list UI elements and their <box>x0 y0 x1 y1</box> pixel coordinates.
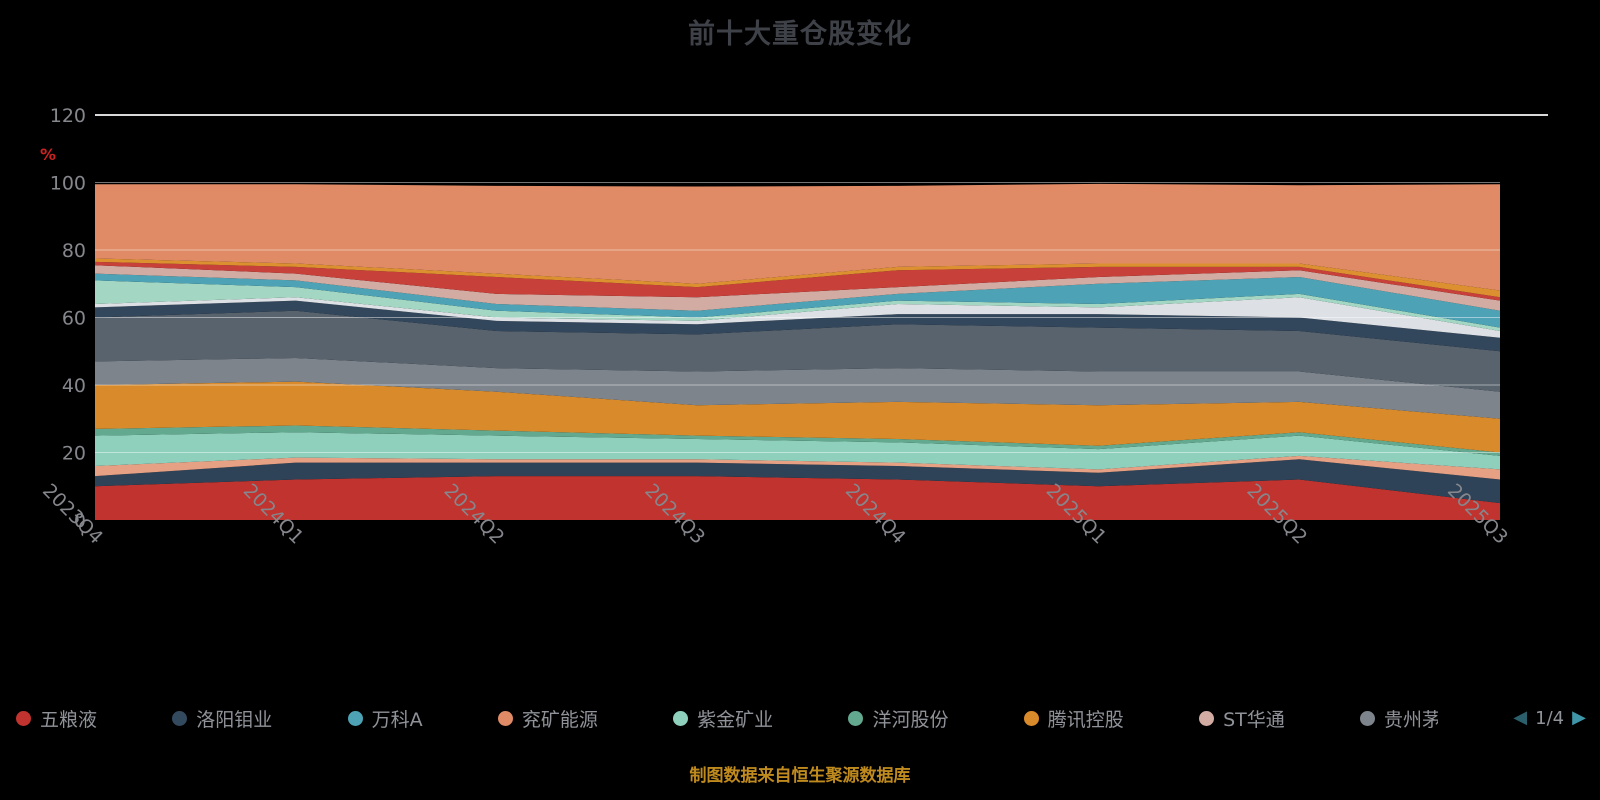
area-series-洋河股份 <box>95 425 1500 456</box>
y-tick-label-0: 0 <box>74 510 86 532</box>
legend-next-arrow[interactable]: ▶ <box>1572 707 1586 728</box>
area-series-兖矿能源 <box>95 183 1500 291</box>
legend-dot <box>16 710 31 726</box>
y-tick-label-60: 60 <box>62 308 86 330</box>
legend-item-洛阳钼业[interactable]: 洛阳钼业 <box>172 705 272 732</box>
legend-dot <box>172 710 188 726</box>
legend-label: 万科A <box>371 708 423 731</box>
legend-label: 腾讯控股 <box>1047 708 1124 731</box>
area-series-unknown-gray <box>95 358 1500 419</box>
legend-dot <box>1360 710 1376 726</box>
legend-dot <box>1199 710 1215 726</box>
legend-dot <box>673 710 689 726</box>
legend-item-洋河股份[interactable]: 洋河股份 <box>848 705 948 732</box>
area-series-unknown-amber <box>95 258 1500 298</box>
y-tick-label-40: 40 <box>62 375 86 397</box>
y-tick-label-80: 80 <box>62 240 86 262</box>
area-series-五粮液 <box>95 476 1500 520</box>
area-series-unknown-navy <box>95 300 1500 352</box>
legend-label: 五粮液 <box>40 708 98 731</box>
legend-dot <box>1023 710 1039 726</box>
y-tick-label-20: 20 <box>62 443 86 465</box>
area-series-紫金矿业 <box>95 432 1500 470</box>
legend: 五粮液 洛阳钼业 万科A 兖矿能源 紫金矿业 洋河股份 腾讯控股 ST华通 贵州茅台 ◀ 1/4… <box>16 700 1586 736</box>
legend-pager: ◀ 1/4 ▶ <box>1513 708 1586 729</box>
legend-item-万科A[interactable]: 万科A <box>347 705 423 732</box>
data-source-caption: 制图数据来自恒生聚源数据库 <box>689 766 911 786</box>
legend-item-五粮液[interactable]: 五粮液 <box>16 705 97 732</box>
y-tick-label-100: 100 <box>50 173 86 195</box>
legend-label: 洋河股份 <box>872 708 949 731</box>
legend-dot <box>848 710 864 726</box>
legend-label: 贵州茅台 <box>1384 708 1439 731</box>
legend-item-紫金矿业[interactable]: 紫金矿业 <box>673 705 773 732</box>
area-series-洛阳钼业 <box>95 459 1500 504</box>
legend-item-贵州茅台[interactable]: 贵州茅台 <box>1360 705 1438 732</box>
y-tick-label-120: 120 <box>50 105 86 127</box>
area-series-unknown-lightgreen <box>95 280 1500 331</box>
chart-title: 前十大重仓股变化 <box>688 19 912 50</box>
legend-prev-arrow[interactable]: ◀ <box>1513 707 1528 728</box>
area-series-贵州茅台 <box>95 310 1500 392</box>
area-series-unknown-pink <box>95 455 1500 480</box>
legend-item-腾讯控股[interactable]: 腾讯控股 <box>1023 705 1124 732</box>
legend-item-兖矿能源[interactable]: 兖矿能源 <box>497 705 598 732</box>
legend-label: 兖矿能源 <box>521 708 598 731</box>
legend-label: 洛阳钼业 <box>196 708 273 731</box>
area-series-万科A <box>95 273 1500 328</box>
area-series-腾讯控股 <box>95 381 1500 453</box>
y-axis-unit-label: % <box>40 145 56 164</box>
legend-dot <box>497 710 513 726</box>
area-series-ST华通 <box>95 265 1500 311</box>
area-series-unknown-red <box>95 261 1500 301</box>
legend-page-indicator: 1/4 <box>1535 707 1565 729</box>
legend-label: ST华通 <box>1223 708 1285 731</box>
area-series-unknown-light <box>95 297 1500 338</box>
legend-dot <box>347 710 363 726</box>
legend-label: 紫金矿业 <box>697 708 774 731</box>
legend-item-ST华通[interactable]: ST华通 <box>1199 705 1285 732</box>
